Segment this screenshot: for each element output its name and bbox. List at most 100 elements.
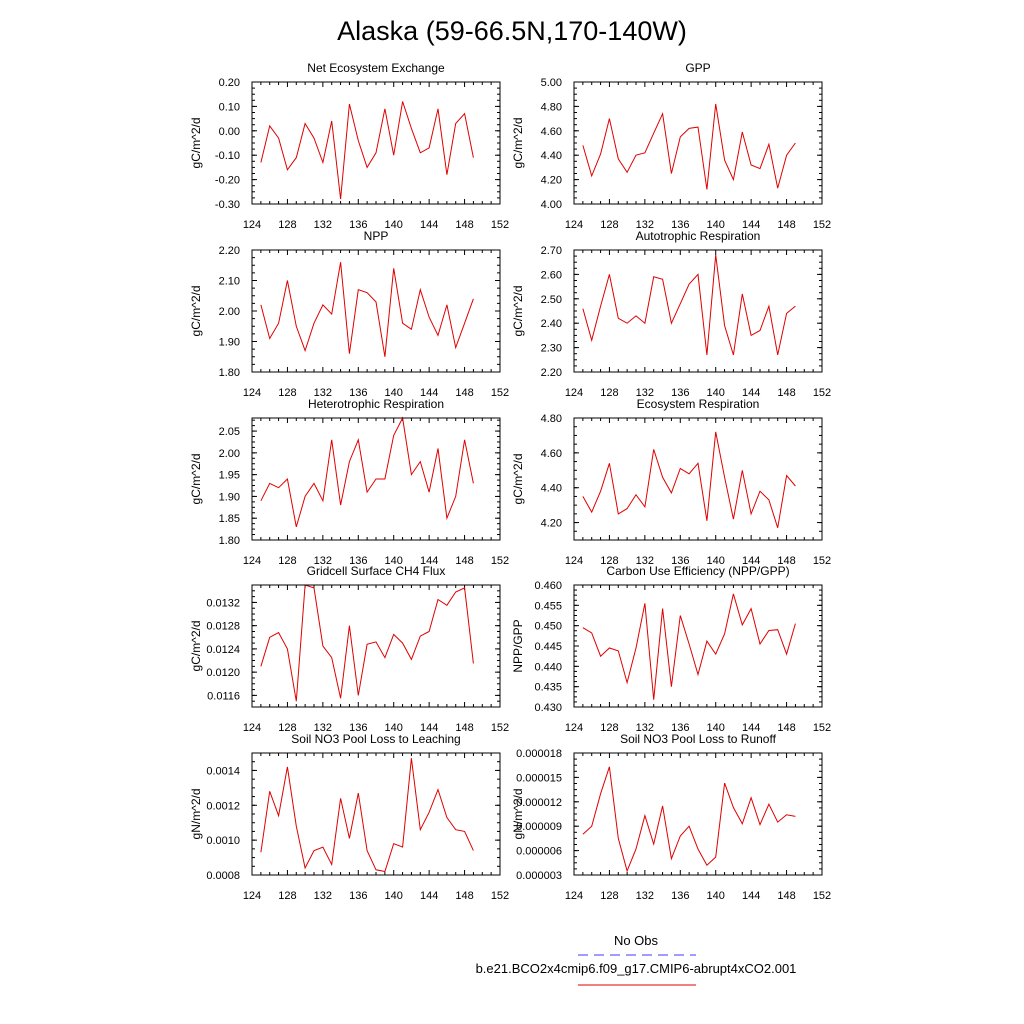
x-tick-label: 148 xyxy=(455,219,473,231)
x-tick-label: 132 xyxy=(314,387,332,399)
x-tick-label: 124 xyxy=(243,722,261,734)
y-axis-label: gC/m^2/d xyxy=(189,621,203,672)
x-tick-label: 152 xyxy=(491,387,509,399)
panels-group: Net Ecosystem Exchange gC/m^2/d 124 128 132 1… xyxy=(189,61,831,902)
y-tick-label: 2.30 xyxy=(541,343,562,355)
y-tick-label: 0.00 xyxy=(219,126,240,138)
x-tick-label: 124 xyxy=(565,219,583,231)
y-axis-label: gC/m^2/d xyxy=(511,454,525,505)
x-tick-label: 144 xyxy=(420,555,438,567)
x-tick-label: 148 xyxy=(777,890,795,902)
plot-frame xyxy=(251,417,501,541)
x-tick-label: 128 xyxy=(278,722,296,734)
panel-1: Net Ecosystem Exchange gC/m^2/d 124 128 132 1… xyxy=(189,61,509,231)
x-tick-label: 152 xyxy=(813,722,831,734)
x-tick-label: 140 xyxy=(707,555,725,567)
x-tick-label: 132 xyxy=(314,890,332,902)
panel-title: Gridcell Surface CH4 Flux xyxy=(307,564,446,578)
panel-title: Soil NO3 Pool Loss to Runoff xyxy=(620,732,777,746)
x-tick-label: 132 xyxy=(314,722,332,734)
y-tick-label: 5.00 xyxy=(541,77,562,89)
x-tick-label: 152 xyxy=(813,387,831,399)
x-tick-label: 148 xyxy=(455,890,473,902)
panel-title: Net Ecosystem Exchange xyxy=(307,61,445,75)
y-tick-label: 2.00 xyxy=(219,448,240,460)
x-tick-label: 140 xyxy=(707,722,725,734)
y-tick-label: 1.90 xyxy=(219,337,240,349)
y-tick-label: 0.0128 xyxy=(206,621,240,633)
x-tick-label: 128 xyxy=(278,890,296,902)
x-tick-label: 152 xyxy=(491,890,509,902)
y-tick-label: 4.40 xyxy=(541,150,562,162)
plot-frame xyxy=(573,584,823,708)
panel-title: Soil NO3 Pool Loss to Leaching xyxy=(291,732,460,746)
y-tick-label: 1.85 xyxy=(219,513,240,525)
y-tick-label: 1.95 xyxy=(219,470,240,482)
x-tick-label: 136 xyxy=(671,387,689,399)
x-tick-label: 148 xyxy=(777,555,795,567)
y-tick-label: 0.000003 xyxy=(516,870,562,882)
x-tick-label: 148 xyxy=(455,722,473,734)
y-tick-label: 4.60 xyxy=(541,448,562,460)
x-tick-label: 144 xyxy=(420,387,438,399)
series-line-1 xyxy=(260,416,474,528)
x-tick-label: 152 xyxy=(491,722,509,734)
x-tick-label: 140 xyxy=(385,890,403,902)
x-tick-label: 128 xyxy=(600,555,618,567)
y-tick-label: 0.440 xyxy=(534,661,562,673)
y-tick-label: 2.20 xyxy=(541,367,562,379)
x-tick-label: 128 xyxy=(600,219,618,231)
x-tick-label: 136 xyxy=(671,555,689,567)
x-tick-label: 132 xyxy=(636,890,654,902)
x-tick-label: 140 xyxy=(385,555,403,567)
y-tick-label: 2.10 xyxy=(219,276,240,288)
panel-9: Soil NO3 Pool Loss to Leaching gN/m^2/d 12… xyxy=(189,732,509,902)
y-tick-label: 2.20 xyxy=(219,245,240,257)
panel-title: Ecosystem Respiration xyxy=(637,397,760,411)
panel-title: Heterotrophic Respiration xyxy=(308,397,444,411)
y-tick-label: -0.30 xyxy=(215,199,240,211)
y-tick-label: 2.60 xyxy=(541,269,562,281)
x-tick-label: 136 xyxy=(349,219,367,231)
x-tick-label: 132 xyxy=(636,555,654,567)
series-line-1 xyxy=(260,758,474,873)
y-axis-label: gC/m^2/d xyxy=(511,286,525,337)
y-tick-label: 0.0014 xyxy=(206,765,240,777)
y-tick-label: 1.90 xyxy=(219,491,240,503)
panel-6: Ecosystem Respiration gC/m^2/d 124 128 132 13… xyxy=(511,397,831,567)
panel-title: Autotrophic Respiration xyxy=(636,229,761,243)
x-tick-label: 124 xyxy=(243,387,261,399)
series-line-1 xyxy=(582,431,796,528)
x-tick-label: 128 xyxy=(600,890,618,902)
y-axis-label: gN/m^2/d xyxy=(511,789,525,840)
x-tick-label: 140 xyxy=(385,722,403,734)
x-tick-label: 144 xyxy=(420,890,438,902)
x-tick-label: 144 xyxy=(742,722,760,734)
y-tick-label: 0.000006 xyxy=(516,846,562,858)
y-axis-label: gC/m^2/d xyxy=(511,118,525,169)
y-tick-label: 0.000015 xyxy=(516,772,562,784)
panel-2: GPP gC/m^2/d 124 128 132 136 140 144 148 152 4.00 4… xyxy=(511,61,831,231)
y-axis-label: gC/m^2/d xyxy=(189,454,203,505)
x-tick-label: 124 xyxy=(565,555,583,567)
x-tick-label: 136 xyxy=(349,555,367,567)
y-tick-label: 0.435 xyxy=(534,682,562,694)
y-tick-label: 4.00 xyxy=(541,199,562,211)
y-tick-label: 2.40 xyxy=(541,318,562,330)
x-tick-label: 152 xyxy=(813,890,831,902)
x-tick-label: 132 xyxy=(636,219,654,231)
y-tick-label: 0.0124 xyxy=(206,644,240,656)
y-tick-label: 0.445 xyxy=(534,641,562,653)
y-tick-label: 1.80 xyxy=(219,535,240,547)
y-tick-label: 0.20 xyxy=(219,77,240,89)
panel-10: Soil NO3 Pool Loss to Runoff gN/m^2/d 124 1… xyxy=(511,732,831,902)
x-tick-label: 140 xyxy=(707,219,725,231)
y-tick-label: 0.0010 xyxy=(206,835,240,847)
x-tick-label: 148 xyxy=(777,387,795,399)
plot-frame xyxy=(251,81,501,205)
y-tick-label: 2.70 xyxy=(541,245,562,257)
x-tick-label: 136 xyxy=(671,890,689,902)
series-line-1 xyxy=(260,584,474,702)
x-tick-label: 132 xyxy=(636,722,654,734)
